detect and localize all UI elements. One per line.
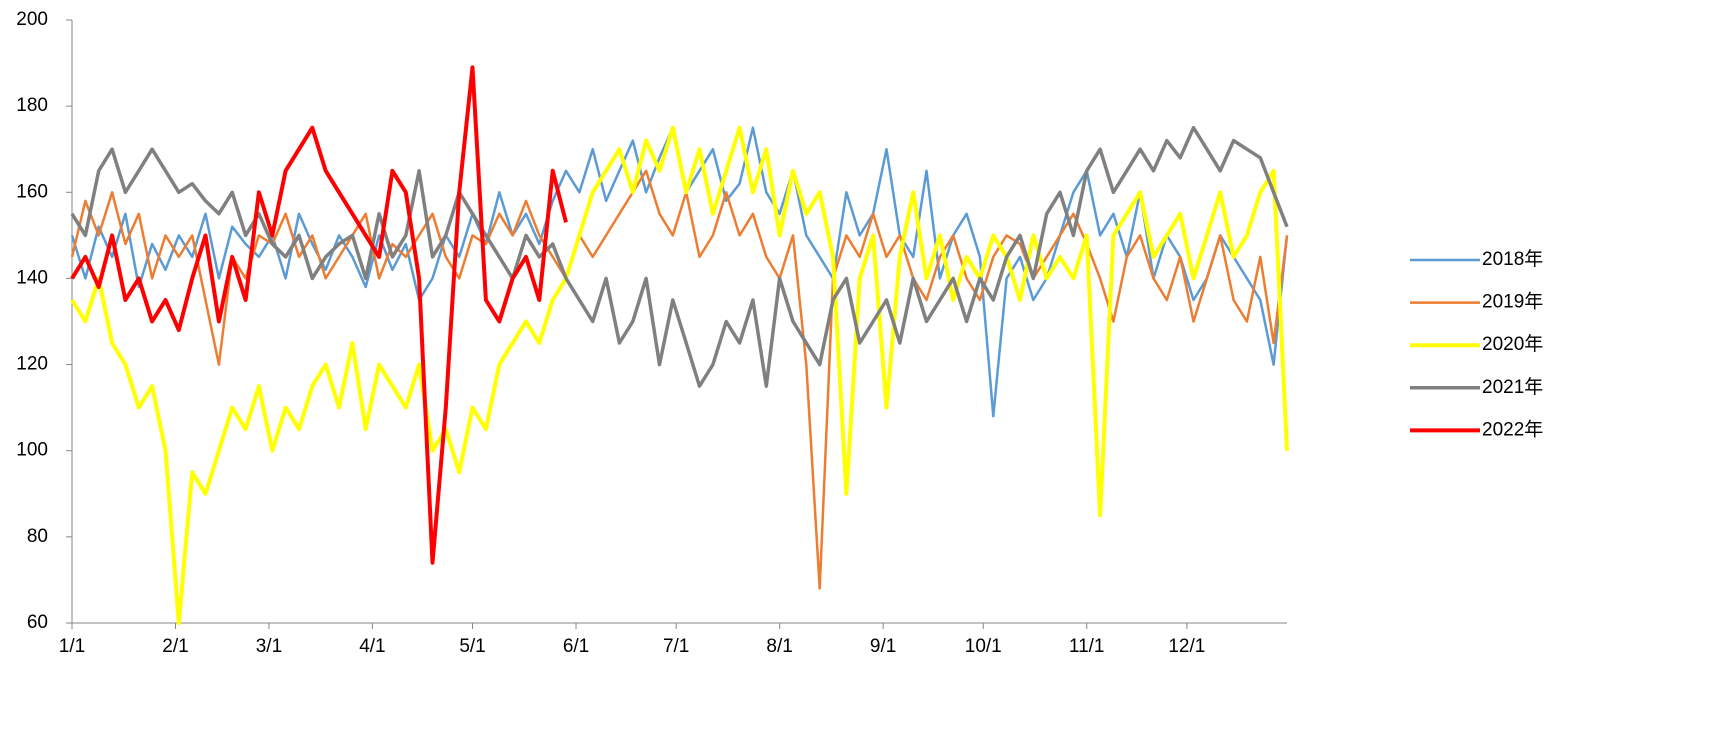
y-tick-label: 80 bbox=[27, 526, 48, 547]
x-tick-label: 9/1 bbox=[870, 636, 896, 657]
y-tick-label: 160 bbox=[16, 181, 48, 202]
x-tick-label: 5/1 bbox=[459, 636, 485, 657]
x-tick-label: 11/1 bbox=[1069, 636, 1105, 657]
y-tick-label: 60 bbox=[27, 612, 48, 633]
series-line bbox=[70, 126, 1289, 418]
x-tick-label: 7/1 bbox=[663, 636, 689, 657]
y-tick-label: 100 bbox=[16, 440, 48, 461]
x-tick-label: 8/1 bbox=[766, 636, 792, 657]
y-tick-label: 120 bbox=[16, 354, 48, 375]
y-tick-label: 180 bbox=[16, 95, 48, 116]
series-line bbox=[70, 125, 1289, 388]
legend-label: 2019年 bbox=[1482, 291, 1543, 313]
y-tick-label: 140 bbox=[16, 267, 48, 288]
legend-label: 2022年 bbox=[1482, 418, 1543, 440]
series-line bbox=[70, 65, 568, 565]
x-tick-label: 10/1 bbox=[965, 636, 1002, 657]
x-tick-label: 12/1 bbox=[1168, 636, 1205, 657]
x-tick-label: 4/1 bbox=[359, 636, 385, 657]
x-tick-label: 6/1 bbox=[563, 636, 589, 657]
legend-label: 2018年 bbox=[1482, 248, 1543, 270]
x-tick-label: 2/1 bbox=[162, 636, 188, 657]
series-line bbox=[70, 125, 1289, 625]
legend-label: 2020年 bbox=[1482, 333, 1543, 355]
x-tick-label: 3/1 bbox=[256, 636, 282, 657]
x-tick-label: 1/1 bbox=[59, 636, 85, 657]
legend-label: 2021年 bbox=[1482, 376, 1543, 398]
y-tick-label: 200 bbox=[16, 9, 48, 30]
